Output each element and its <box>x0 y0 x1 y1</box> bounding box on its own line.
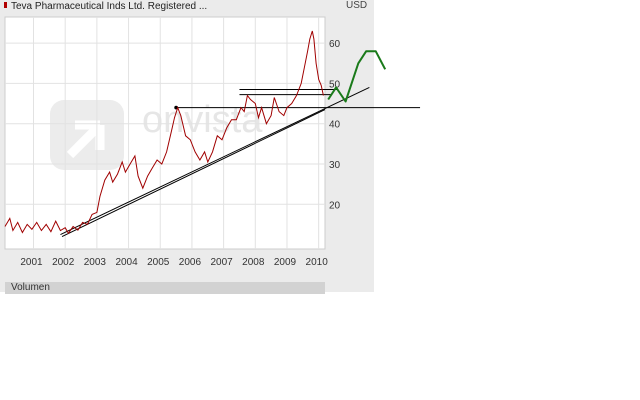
y-tick-label: 40 <box>329 120 341 131</box>
x-tick-label: 2001 <box>20 257 43 268</box>
y-tick-label: 20 <box>329 200 341 211</box>
y-tick-label: 50 <box>329 79 341 90</box>
projection-arrow <box>327 50 387 103</box>
x-tick-label: 2006 <box>179 257 202 268</box>
volume-tab[interactable]: Volumen <box>5 282 325 294</box>
x-tick-label: 2004 <box>115 257 138 268</box>
currency-label: USD <box>346 0 368 11</box>
x-tick-label: 2002 <box>52 257 75 268</box>
x-tick-label: 2009 <box>274 257 297 268</box>
watermark-text: onvista <box>142 99 263 141</box>
trend-line <box>60 86 370 235</box>
x-tick-label: 2005 <box>147 257 170 268</box>
x-tick-label: 2010 <box>306 257 329 268</box>
trend-line <box>61 109 326 237</box>
volume-label: Volumen <box>11 282 50 293</box>
watermark-logo: onvista <box>50 99 263 170</box>
x-tick-label: 2003 <box>84 257 107 268</box>
y-tick-label: 60 <box>329 39 341 50</box>
chart-title-text: Teva Pharmaceutical Inds Ltd. Registered… <box>11 1 208 12</box>
price-series-line <box>4 30 324 235</box>
y-tick-label: 30 <box>329 160 341 171</box>
x-tick-label: 2007 <box>210 257 233 268</box>
chart-title[interactable]: Teva Pharmaceutical Inds Ltd. Registered… <box>4 1 207 12</box>
title-marker-icon <box>4 2 7 8</box>
x-tick-label: 2008 <box>242 257 265 268</box>
